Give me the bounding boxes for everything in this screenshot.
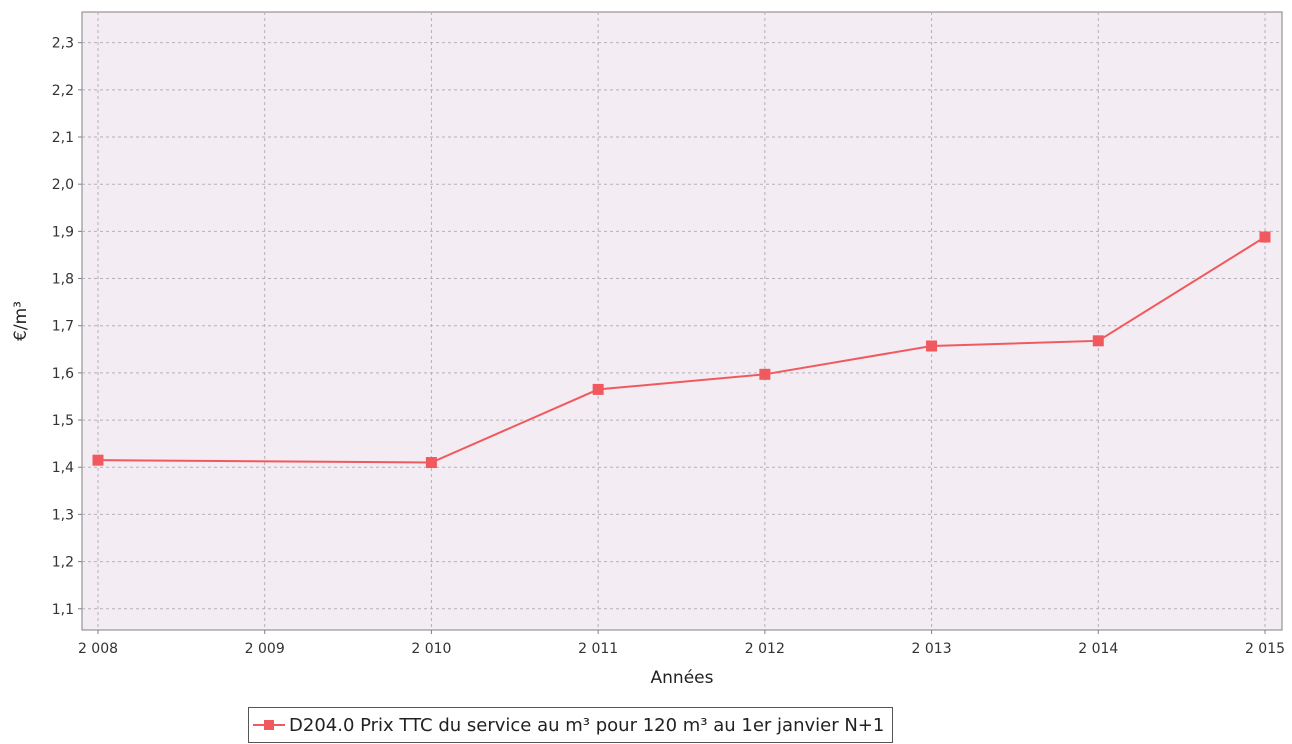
- data-point-marker: [926, 340, 938, 352]
- x-tick-label: 2 010: [411, 641, 451, 657]
- x-tick-label: 2 014: [1078, 641, 1118, 657]
- y-tick-label: 1,7: [52, 319, 74, 335]
- y-tick-label: 1,9: [52, 224, 74, 240]
- y-tick-label: 1,5: [52, 413, 74, 429]
- plot-area: [81, 11, 1283, 631]
- y-tick-label: 2,1: [52, 130, 74, 146]
- x-tick-label: 2 009: [245, 641, 285, 657]
- y-tick-label: 1,1: [52, 602, 74, 618]
- x-tick-label: 2 008: [78, 641, 118, 657]
- y-tick-label: 1,4: [52, 460, 74, 476]
- x-tick-label: 2 012: [745, 641, 785, 657]
- series-group: [92, 231, 1271, 469]
- y-axis-title: €/m³: [11, 301, 31, 341]
- data-point-marker: [1092, 335, 1104, 347]
- y-tick-label: 1,2: [52, 555, 74, 571]
- legend: D204.0 Prix TTC du service au m³ pour 12…: [248, 707, 894, 743]
- y-axis: 1,1 1,2 1,3 1,4 1,5 1,6 1,7 1,8 1,9 2,0 2,1 2,2 2,3: [52, 36, 82, 618]
- data-point-marker: [759, 368, 771, 380]
- y-tick-label: 2,2: [52, 83, 74, 99]
- x-tick-label: 2 011: [578, 641, 618, 657]
- y-tick-label: 1,8: [52, 272, 74, 288]
- line-chart: 1,11,21,31,41,51,61,71,81,92,02,12,22,3 …: [11, 11, 1285, 688]
- x-tick-label: 2 013: [912, 641, 952, 657]
- data-point-marker: [1259, 231, 1271, 243]
- y-tick-label: 1,3: [52, 507, 74, 523]
- x-axis: 2 008 2 009 2 010 2 011 2 012 2 013 2 014 2 015: [78, 630, 1285, 657]
- data-point-marker: [425, 457, 437, 469]
- legend-label: D204.0 Prix TTC du service au m³ pour 12…: [289, 714, 885, 736]
- y-tick-label: 1,6: [52, 366, 74, 382]
- x-tick-label: 2 015: [1245, 641, 1285, 657]
- data-point-marker: [92, 454, 104, 466]
- grid-lines: [82, 12, 1282, 630]
- y-tick-label: 2,0: [52, 177, 74, 193]
- legend-marker-icon: [253, 718, 285, 732]
- data-point-marker: [592, 383, 604, 395]
- x-axis-title: Années: [651, 668, 714, 688]
- y-tick-label: 2,3: [52, 36, 74, 52]
